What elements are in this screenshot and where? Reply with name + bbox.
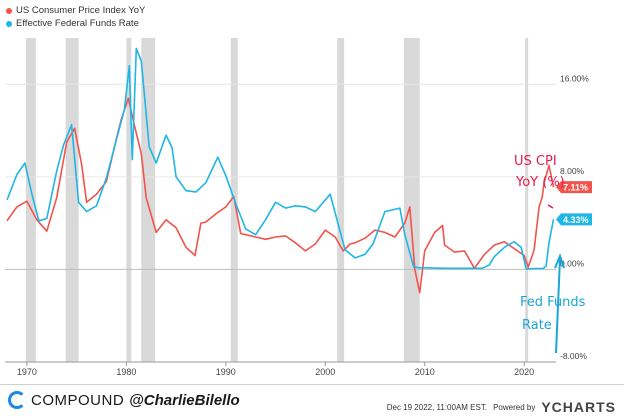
legend-item-cpi[interactable]: US Consumer Price Index YoY bbox=[6, 4, 145, 17]
footer: COMPOUND @CharlieBilello Dec 19 2022, 11… bbox=[0, 384, 624, 416]
series-lines bbox=[6, 47, 555, 294]
cpi-line bbox=[6, 97, 555, 294]
x-axis-ticks: 1970 1980 1990 2000 2010 2020 bbox=[5, 361, 556, 377]
y-axis-ticks: 16.00% 8.00% 0.00% -8.00% bbox=[560, 73, 589, 361]
x-tick-label-0: 1970 bbox=[17, 367, 37, 377]
y-tick-label-2: 0.00% bbox=[560, 258, 585, 268]
cpi-annotation-line2: YoY (%) bbox=[515, 175, 565, 190]
compound-logo-icon bbox=[8, 391, 26, 409]
legend-dot-cpi bbox=[6, 7, 12, 14]
ycharts-logo: YCHARTS bbox=[541, 399, 616, 415]
recession-band-3 bbox=[141, 38, 156, 362]
grid-lines bbox=[5, 83, 556, 363]
legend-item-ff[interactable]: Effective Federal Funds Rate bbox=[6, 17, 145, 30]
recession-band-6 bbox=[403, 38, 420, 362]
y-tick-label-1: 8.00% bbox=[560, 166, 585, 176]
ff-annotation-arrowhead bbox=[554, 253, 565, 269]
ff-annotation-line1: Fed Funds bbox=[520, 295, 586, 310]
brand-name: COMPOUND bbox=[31, 391, 125, 409]
recession-band-1 bbox=[65, 38, 79, 362]
recession-band-2 bbox=[126, 38, 132, 362]
source-stamp: Dec 19 2022, 11:00AM EST. Powered by YCH… bbox=[387, 399, 616, 415]
legend-label-ff: Effective Federal Funds Rate bbox=[16, 18, 139, 29]
cpi-annotation-line1: US CPI bbox=[514, 154, 557, 169]
author-handle: @CharlieBilello bbox=[129, 391, 240, 409]
end-labels: 7.11% 4.33% bbox=[556, 181, 592, 226]
recession-band-7 bbox=[525, 38, 529, 362]
ff-annotation-line2: Rate bbox=[522, 318, 552, 333]
x-tick-label-1: 1980 bbox=[116, 367, 136, 377]
cpi-end-label: 7.11% bbox=[556, 181, 592, 194]
legend-label-cpi: US Consumer Price Index YoY bbox=[16, 5, 146, 16]
recession-bands bbox=[25, 38, 529, 362]
svg-text:7.11%: 7.11% bbox=[563, 183, 588, 193]
ff-annotation-arrow bbox=[555, 257, 561, 354]
powered-by: Powered by bbox=[493, 402, 536, 412]
ff-end-label: 4.33% bbox=[556, 213, 592, 226]
brand: COMPOUND @CharlieBilello bbox=[8, 391, 240, 409]
fed-funds-line bbox=[6, 47, 555, 270]
timestamp: Dec 19 2022, 11:00AM EST. bbox=[386, 402, 488, 412]
recession-band-0 bbox=[25, 38, 36, 362]
x-tick-label-4: 2010 bbox=[415, 367, 435, 377]
legend: US Consumer Price Index YoY Effective Fe… bbox=[6, 4, 145, 30]
x-tick-label-3: 2000 bbox=[315, 367, 335, 377]
y-tick-label-3: -8.00% bbox=[560, 351, 587, 361]
x-tick-label-2: 1990 bbox=[216, 367, 236, 377]
svg-text:4.33%: 4.33% bbox=[563, 215, 589, 225]
x-tick-label-5: 2020 bbox=[514, 367, 534, 377]
legend-dot-ff bbox=[6, 20, 12, 27]
recession-band-5 bbox=[337, 38, 345, 362]
cpi-annotation-arrow bbox=[547, 204, 554, 209]
y-tick-label-0: 16.00% bbox=[560, 73, 589, 83]
